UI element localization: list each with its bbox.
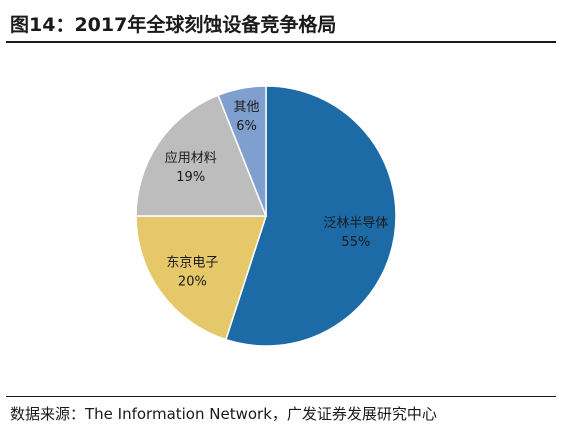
slice-label-1: 东京电子 [166, 255, 218, 270]
slice-value-0: 55% [341, 235, 370, 250]
title-divider [6, 41, 556, 43]
pie-slice-2 [135, 94, 268, 217]
pie-slice-1 [135, 215, 268, 341]
pie-slice-0 [224, 85, 397, 347]
slice-value-3: 6% [236, 119, 257, 134]
slice-label-3: 其他 [234, 100, 260, 115]
page-title: 图14：2017年全球刻蚀设备竞争格局 [10, 14, 337, 36]
footer-divider [6, 396, 556, 397]
slice-label-0: 泛林半导体 [323, 216, 388, 231]
pie-chart: 泛林半导体 55% 东京电子 20% 应用材料 19% 其他 6% [135, 85, 397, 347]
slice-value-2: 19% [176, 170, 205, 185]
pie-slice-3 [217, 85, 267, 217]
source-note: 数据来源：The Information Network，广发证券发展研究中心 [10, 405, 437, 423]
slice-label-2: 应用材料 [165, 150, 217, 166]
slice-value-1: 20% [178, 274, 207, 289]
